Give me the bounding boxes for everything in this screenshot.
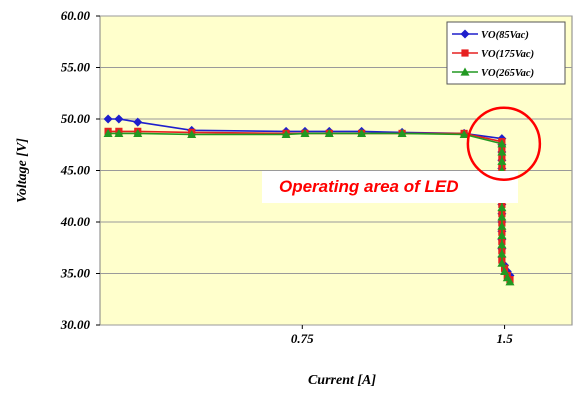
data-point: [103, 128, 113, 138]
legend-label: VO(175Vac): [481, 49, 534, 60]
annotation-label-box: [262, 171, 518, 203]
data-point: [133, 117, 143, 127]
annotation-group: Operating area of LED: [262, 106, 542, 203]
data-point: [114, 128, 124, 138]
legend-item: VO(265Vac): [452, 67, 534, 79]
data-point: [357, 128, 367, 138]
data-point: [187, 129, 197, 139]
data-point: [497, 156, 507, 165]
legend-marker: [461, 49, 469, 57]
data-point: [505, 277, 515, 286]
y-tick-label: 60.00: [61, 8, 91, 23]
y-tick-label: 35.00: [60, 266, 91, 281]
y-axis-title: Voltage [V]: [15, 138, 30, 203]
data-point: [497, 258, 507, 267]
y-tick-label: 55.00: [61, 60, 91, 75]
legend-item: VO(175Vac): [452, 49, 534, 60]
data-point: [281, 129, 291, 139]
legend-label: VO(265Vac): [481, 68, 534, 79]
data-point: [397, 128, 407, 138]
y-tick-label: 50.00: [61, 111, 91, 126]
data-point: [497, 249, 507, 258]
data-point: [459, 129, 469, 139]
legend-item: VO(85Vac): [452, 29, 529, 41]
x-tick-label: 1.5: [496, 331, 513, 346]
y-tick-label: 30.00: [60, 317, 91, 332]
data-point: [500, 266, 510, 276]
annotation-label: Operating area of LED: [279, 177, 458, 196]
data-point: [497, 212, 507, 221]
data-point: [324, 128, 334, 138]
y-tick-label: 45.00: [60, 163, 91, 178]
data-point: [497, 230, 507, 239]
legend-marker: [460, 67, 470, 76]
x-tick-label: 0.75: [291, 331, 314, 346]
data-point: [103, 114, 113, 124]
data-point: [133, 128, 143, 138]
data-point: [497, 203, 507, 212]
legend: VO(85Vac) VO(175Vac) VO(265Vac): [446, 21, 566, 85]
data-point: [114, 114, 124, 124]
x-axis-title: Current [A]: [308, 373, 376, 388]
data-point: [497, 147, 507, 156]
y-tick-label: 40.00: [60, 214, 91, 229]
legend-label: VO(85Vac): [481, 30, 529, 41]
data-series: [103, 114, 515, 286]
data-point: [300, 128, 310, 138]
data-point: [497, 221, 507, 230]
annotation-circle: [466, 106, 542, 181]
legend-marker: [460, 29, 470, 39]
axes: 60.00 55.00 50.00 45.00 40.00 35.00 30.00 0.75 1…: [60, 8, 513, 346]
data-point: [497, 240, 507, 249]
data-point: [497, 139, 507, 148]
